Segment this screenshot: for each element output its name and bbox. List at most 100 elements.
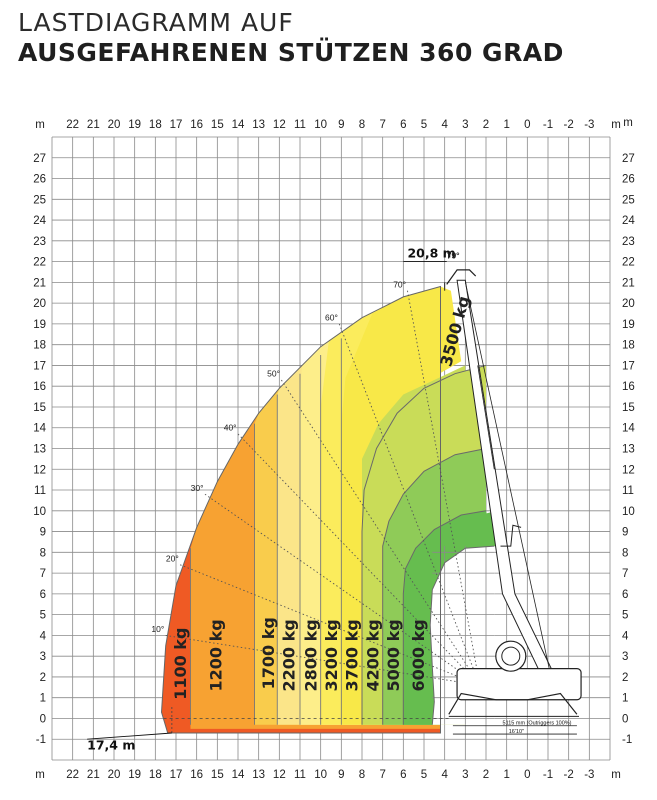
x-tick-top: -1 — [543, 119, 553, 131]
crane-boom-line — [464, 282, 555, 692]
crane-jib — [446, 269, 477, 285]
x-tick-bottom: 16 — [190, 769, 203, 781]
x-tick-top: 11 — [294, 119, 306, 131]
x-tick-bottom: 1 — [503, 769, 509, 781]
y-tick-left: 4 — [40, 630, 47, 642]
x-tick-top: 9 — [338, 119, 344, 131]
y-tick-left: 8 — [40, 547, 46, 559]
zone-label: 2800 kg — [301, 619, 320, 691]
x-tick-bottom: -3 — [584, 769, 594, 781]
x-unit-bottom-right: m — [611, 769, 621, 781]
x-tick-bottom: 14 — [232, 769, 245, 781]
x-tick-bottom: 12 — [273, 769, 286, 781]
angle-label: 20° — [166, 554, 179, 564]
zone-boundary — [402, 510, 487, 725]
y-tick-left: 17 — [33, 360, 46, 372]
y-tick-right: 10 — [622, 506, 635, 518]
max-height-angle: 79° — [447, 250, 460, 260]
y-tick-left: 23 — [33, 236, 46, 248]
y-tick-right: -1 — [622, 734, 632, 746]
crane-turret-inner — [501, 646, 521, 666]
y-tick-left: 20 — [33, 298, 46, 310]
x-tick-top: 0 — [524, 119, 530, 131]
angle-label: 50° — [267, 369, 280, 379]
y-tick-left: 3 — [40, 651, 46, 663]
y-tick-right: 19 — [622, 319, 635, 331]
y-tick-left: 7 — [40, 568, 46, 580]
x-tick-top: 18 — [149, 119, 162, 131]
x-tick-top: 12 — [273, 119, 286, 131]
x-tick-bottom: -2 — [564, 769, 574, 781]
angle-label: 60° — [325, 313, 338, 323]
y-tick-right: 4 — [622, 630, 629, 642]
x-tick-top: 7 — [379, 119, 385, 131]
y-tick-left: 24 — [33, 215, 46, 227]
x-tick-top: 8 — [359, 119, 365, 131]
y-tick-right: 7 — [622, 568, 628, 580]
x-tick-bottom: 13 — [252, 769, 265, 781]
y-tick-right: 26 — [622, 174, 635, 186]
y-tick-left: 6 — [40, 589, 46, 601]
y-tick-left: 18 — [33, 340, 46, 352]
zone-label: 5000 kg — [384, 619, 403, 691]
x-tick-top: 13 — [252, 119, 265, 131]
x-tick-top: 20 — [108, 119, 121, 131]
y-tick-right: 6 — [622, 589, 628, 601]
x-tick-bottom: 9 — [338, 769, 344, 781]
y-tick-left: 10 — [33, 506, 46, 518]
axis-ticks: 2222212120201919181817171616151514141313… — [33, 117, 635, 781]
angle-label: 30° — [191, 483, 204, 493]
zone-4200-band — [362, 365, 486, 725]
y-tick-right: 22 — [622, 257, 635, 269]
y-tick-right: 11 — [622, 485, 634, 497]
x-tick-top: 22 — [66, 119, 79, 131]
y-tick-right: 2 — [622, 672, 628, 684]
x-tick-top: 15 — [211, 119, 224, 131]
zone-label: 3200 kg — [322, 619, 341, 691]
angle-label: 10° — [151, 624, 164, 634]
x-tick-top: -2 — [564, 119, 574, 131]
x-tick-bottom: 10 — [314, 769, 327, 781]
x-tick-bottom: 11 — [294, 769, 306, 781]
y-tick-left: 5 — [40, 610, 46, 622]
x-tick-bottom: 8 — [359, 769, 365, 781]
chart-title-line2: AUSGEFAHRENEN STÜTZEN 360 GRAD — [18, 38, 564, 67]
y-tick-right: 14 — [622, 423, 635, 435]
x-tick-top: 14 — [232, 119, 245, 131]
y-tick-left: 12 — [33, 464, 46, 476]
zone-5000-band — [382, 448, 486, 725]
y-tick-left: 11 — [34, 485, 46, 497]
angle-line — [179, 564, 480, 686]
x-unit-top-left: m — [35, 119, 45, 131]
angle-line — [281, 379, 481, 686]
angle-line — [338, 323, 481, 686]
x-tick-top: 17 — [170, 119, 183, 131]
max-outreach-label: 17,4 m — [87, 737, 135, 752]
y-tick-left: 9 — [40, 527, 46, 539]
y-tick-right: 20 — [622, 298, 635, 310]
angle-label: 40° — [224, 423, 237, 433]
x-tick-bottom: 19 — [128, 769, 141, 781]
zone-boundary — [429, 545, 495, 725]
x-tick-bottom: 2 — [483, 769, 489, 781]
x-tick-top: 19 — [128, 119, 141, 131]
x-tick-top: 6 — [400, 119, 406, 131]
y-tick-right: 8 — [622, 547, 628, 559]
x-tick-top: 2 — [483, 119, 489, 131]
zone-label: 3700 kg — [343, 619, 362, 691]
crane-turret — [495, 640, 527, 672]
y-tick-left: 2 — [40, 672, 46, 684]
zone-label: 1200 kg — [206, 619, 225, 691]
y-unit-right: m — [623, 117, 633, 129]
crane-body — [456, 668, 582, 701]
x-tick-bottom: 5 — [421, 769, 427, 781]
y-tick-left: -1 — [36, 734, 46, 746]
y-tick-right: 3 — [622, 651, 628, 663]
y-tick-left: 25 — [33, 194, 46, 206]
zone-label: 4200 kg — [363, 619, 382, 691]
x-tick-bottom: 0 — [524, 769, 530, 781]
y-tick-right: 25 — [622, 194, 635, 206]
max-height-label: 20,8 m — [407, 245, 455, 260]
crane-jib-low — [500, 524, 522, 547]
